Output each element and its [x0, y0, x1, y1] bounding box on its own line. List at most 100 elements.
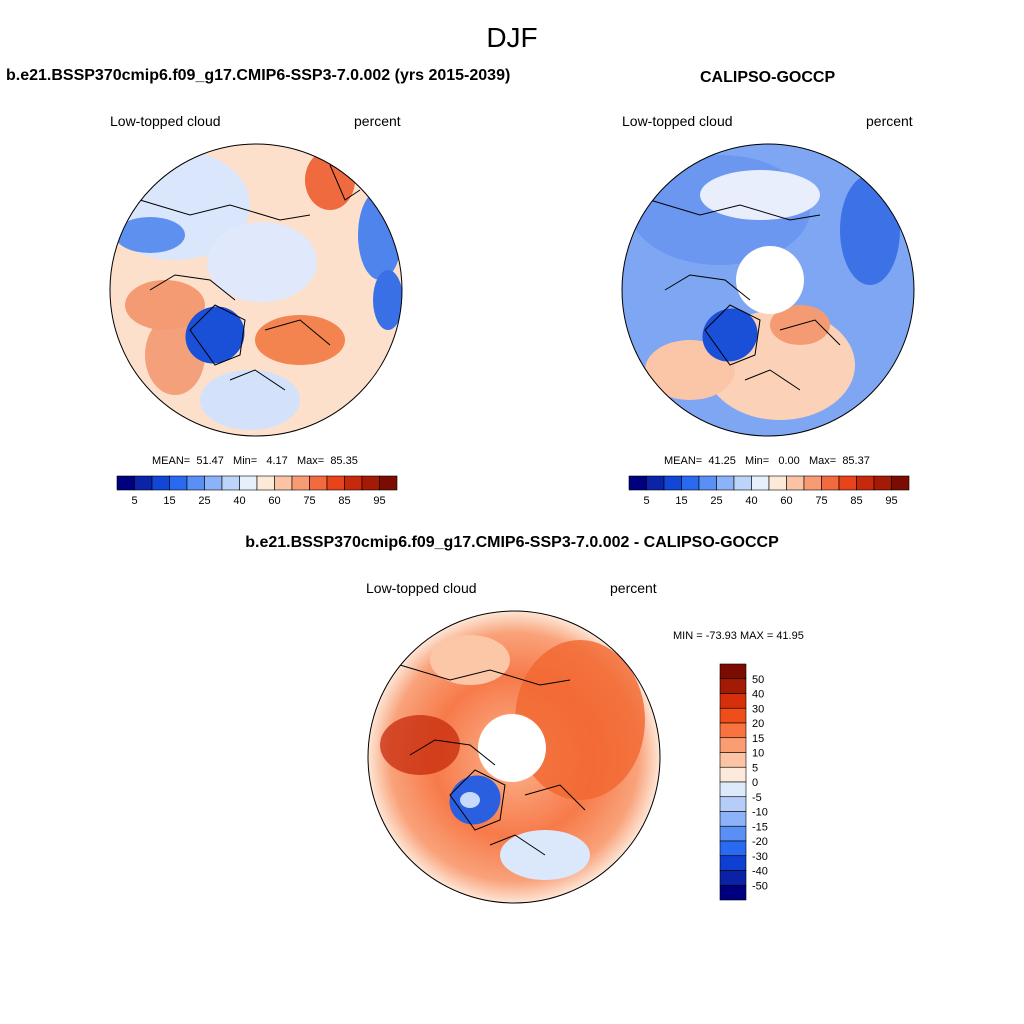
diff-polar-map — [368, 611, 660, 903]
coastline-lines — [649, 199, 841, 391]
colorbar-tick-label: 15 — [675, 495, 687, 507]
field-patch — [125, 280, 205, 330]
colorbar-swatch — [663, 475, 682, 491]
colorbar-swatch — [803, 475, 822, 491]
colorbar-swatch — [116, 475, 135, 491]
max-label: Max= — [296, 455, 325, 467]
min-value: 0.00 — [778, 455, 800, 467]
colorbar-tick-label: 40 — [745, 495, 757, 507]
colorbar-tick-label: 75 — [303, 495, 315, 507]
field-patch — [430, 635, 510, 685]
field-patch — [770, 305, 830, 345]
colorbar-swatch — [719, 840, 747, 857]
colorbar-tick-label: -50 — [752, 880, 768, 892]
polar-data-gap — [736, 246, 804, 314]
colorbar-swatch — [838, 475, 857, 491]
colorbar-tick-label: -20 — [752, 836, 768, 848]
colorbar-swatch — [719, 752, 747, 768]
colorbar-swatch — [719, 781, 747, 798]
min-value: 4.17 — [266, 455, 288, 467]
colorbar-swatch — [719, 693, 747, 709]
colorbar-tick-label: 15 — [752, 733, 764, 745]
obs-polar-map — [622, 144, 914, 436]
panel-model-stats: MEAN= 51.47 Min= 4.17 Max= 85.35 — [152, 455, 358, 467]
field-patch — [380, 715, 460, 775]
colorbar-swatch — [719, 884, 747, 901]
colorbar-tick-label: 40 — [752, 689, 764, 701]
colorbar-tick-label: 25 — [710, 495, 722, 507]
colorbar-swatch — [239, 475, 258, 491]
field-patch — [840, 175, 900, 285]
colorbar-swatch — [274, 475, 293, 491]
map-border — [367, 610, 661, 904]
field-patch — [460, 792, 480, 808]
colorbar-tick-label: 10 — [752, 748, 764, 760]
max-value: 85.35 — [330, 455, 358, 467]
colorbar-swatch — [768, 475, 787, 491]
colorbar-tick-label: -10 — [752, 807, 768, 819]
colorbar-tick-label: 15 — [163, 495, 175, 507]
panel-diff-title: b.e21.BSSP370cmip6.f09_g17.CMIP6-SSP3-7.… — [245, 534, 779, 551]
field-patch — [515, 640, 645, 800]
colorbar-swatch — [256, 475, 275, 491]
panel-diff-units-label: percent — [610, 580, 657, 596]
model-polar-map — [110, 144, 402, 436]
field-patch — [200, 370, 300, 430]
colorbar-swatch — [221, 475, 240, 491]
colorbar-swatch — [151, 475, 170, 491]
colorbar-swatch — [719, 811, 747, 827]
colorbar-swatch — [719, 766, 747, 783]
coastline-lines — [139, 164, 361, 391]
colorbar-tick-label: -15 — [752, 821, 768, 833]
colorbar-swatch — [856, 475, 875, 491]
colorbar-tick-label: 85 — [850, 495, 862, 507]
colorbar-tick-label: 50 — [752, 674, 764, 686]
colorbar-swatch — [719, 707, 747, 724]
panel-obs-stats: MEAN= 41.25 Min= 0.00 Max= 85.37 — [664, 455, 870, 467]
colorbar-tick-label: 5 — [643, 495, 649, 507]
mean-value: 41.25 — [708, 455, 736, 467]
panel-obs-units-label: percent — [866, 113, 913, 129]
panel-diff-variable-label: Low-topped cloud — [366, 580, 477, 596]
panel-model-units-label: percent — [354, 113, 401, 129]
colorbar-swatch — [169, 475, 188, 491]
field-patch — [255, 315, 345, 365]
colorbar-tick-label: 60 — [268, 495, 280, 507]
map-border — [621, 143, 915, 437]
colorbar-tick-label: 20 — [752, 718, 764, 730]
map-border — [109, 143, 403, 437]
field-patch — [115, 217, 185, 253]
mean-value: 51.47 — [196, 455, 224, 467]
colorbar-tick-label: 95 — [373, 495, 385, 507]
colorbar-tick-label: 5 — [131, 495, 137, 507]
field-patch — [207, 222, 317, 302]
colorbar-swatch — [873, 475, 892, 491]
colorbar-swatch — [291, 475, 310, 491]
colorbar-tick-label: 0 — [752, 777, 758, 789]
colorbar-tick-label: 75 — [815, 495, 827, 507]
colorbar-swatch — [379, 475, 398, 491]
panel-obs-title: CALIPSO-GOCCP — [700, 69, 836, 86]
colorbar-swatch — [309, 475, 328, 491]
colorbar-tick-label: 60 — [780, 495, 792, 507]
colorbar-swatch — [719, 722, 747, 739]
colorbar-swatch — [134, 475, 153, 491]
colorbar-swatch — [326, 475, 345, 491]
figure-title: DJF — [486, 22, 538, 53]
field-patch — [373, 270, 402, 330]
colorbar-swatch — [719, 825, 747, 842]
colorbar-tick-label: -30 — [752, 851, 768, 863]
colorbar-swatch — [719, 737, 747, 753]
colorbar-tick-label: 5 — [752, 762, 758, 774]
colorbar-swatch — [719, 796, 747, 812]
colorbar-tick-label: 85 — [338, 495, 350, 507]
mean-label: MEAN= — [664, 455, 703, 467]
colorbar-tick-label: -40 — [752, 866, 768, 878]
colorbar-swatch — [186, 475, 205, 491]
colorbar-swatch — [681, 475, 700, 491]
panel-diff-minmax: MIN = -73.93 MAX = 41.95 — [673, 630, 804, 642]
field-patch — [702, 308, 758, 362]
field-patch — [185, 306, 245, 364]
colorbar-swatch — [628, 475, 647, 491]
